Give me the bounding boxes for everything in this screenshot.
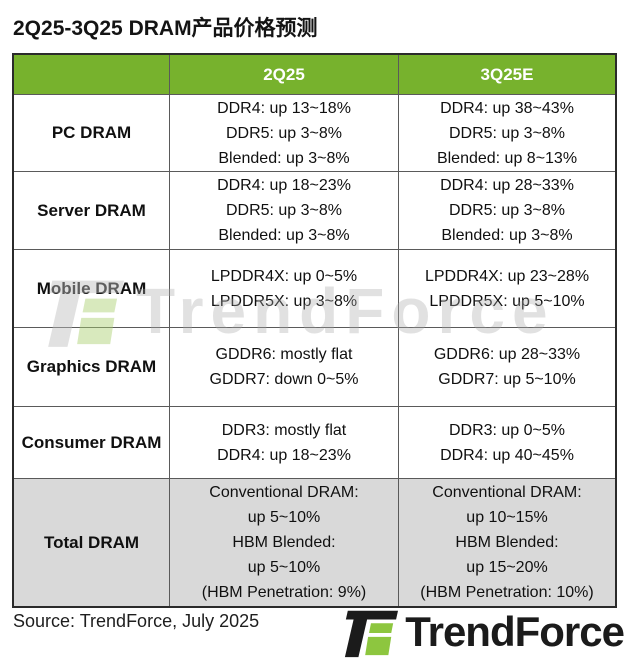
- cell-3q25e: DDR3: up 0~5% DDR4: up 40~45%: [440, 421, 574, 464]
- row-label: Server DRAM: [14, 172, 170, 249]
- trendforce-logo-icon: [345, 610, 399, 658]
- dram-price-forecast-table: 2Q25 3Q25E PC DRAM DDR4: up 13~18% DDR5:…: [12, 53, 617, 608]
- cell-2q25: DDR4: up 13~18% DDR5: up 3~8% Blended: u…: [170, 95, 399, 171]
- cell-3q25e: DDR4: up 28~33% DDR5: up 3~8% Blended: u…: [440, 177, 574, 244]
- table-row-mobile-dram: Mobile DRAM LPDDR4X: up 0~5% LPDDR5X: up…: [14, 250, 615, 328]
- table-row-graphics-dram: Graphics DRAM GDDR6: mostly flat GDDR7: …: [14, 328, 615, 407]
- row-label: Total DRAM: [14, 479, 170, 606]
- header-cell-3q25e: 3Q25E: [480, 64, 534, 84]
- page-title: 2Q25-3Q25 DRAM产品价格预测: [13, 17, 318, 40]
- cell-3q25e: Conventional DRAM: up 10~15% HBM Blended…: [420, 484, 594, 601]
- table-row-total-dram: Total DRAM Conventional DRAM: up 5~10% H…: [14, 479, 615, 606]
- cell-2q25: DDR4: up 18~23% DDR5: up 3~8% Blended: u…: [170, 172, 399, 249]
- trendforce-logo-text: TrendForce: [405, 608, 625, 655]
- source-note: Source: TrendForce, July 2025: [13, 611, 260, 631]
- table-header-row: 2Q25 3Q25E: [14, 55, 615, 95]
- table-row-server-dram: Server DRAM DDR4: up 18~23% DDR5: up 3~8…: [14, 172, 615, 250]
- table-row-pc-dram: PC DRAM DDR4: up 13~18% DDR5: up 3~8% Bl…: [14, 95, 615, 172]
- header-cell-empty: [14, 55, 170, 94]
- cell-2q25: GDDR6: mostly flat GDDR7: down 0~5%: [170, 328, 399, 406]
- cell-2q25: LPDDR4X: up 0~5% LPDDR5X: up 3~8%: [170, 250, 399, 327]
- cell-2q25: DDR3: mostly flat DDR4: up 18~23%: [170, 407, 399, 478]
- row-label: Graphics DRAM: [14, 328, 170, 406]
- header-cell-2q25: 2Q25: [170, 55, 399, 94]
- table-row-consumer-dram: Consumer DRAM DDR3: mostly flat DDR4: up…: [14, 407, 615, 479]
- row-label: Mobile DRAM: [14, 250, 170, 327]
- cell-3q25e: GDDR6: up 28~33% GDDR7: up 5~10%: [433, 346, 581, 388]
- cell-3q25e: LPDDR4X: up 23~28% LPDDR5X: up 5~10%: [424, 267, 590, 310]
- row-label: PC DRAM: [14, 95, 170, 171]
- trendforce-logo: TrendForce: [342, 606, 625, 658]
- cell-3q25e: DDR4: up 38~43% DDR5: up 3~8% Blended: u…: [436, 99, 578, 167]
- row-label: Consumer DRAM: [14, 407, 170, 478]
- cell-2q25: Conventional DRAM: up 5~10% HBM Blended:…: [170, 479, 399, 606]
